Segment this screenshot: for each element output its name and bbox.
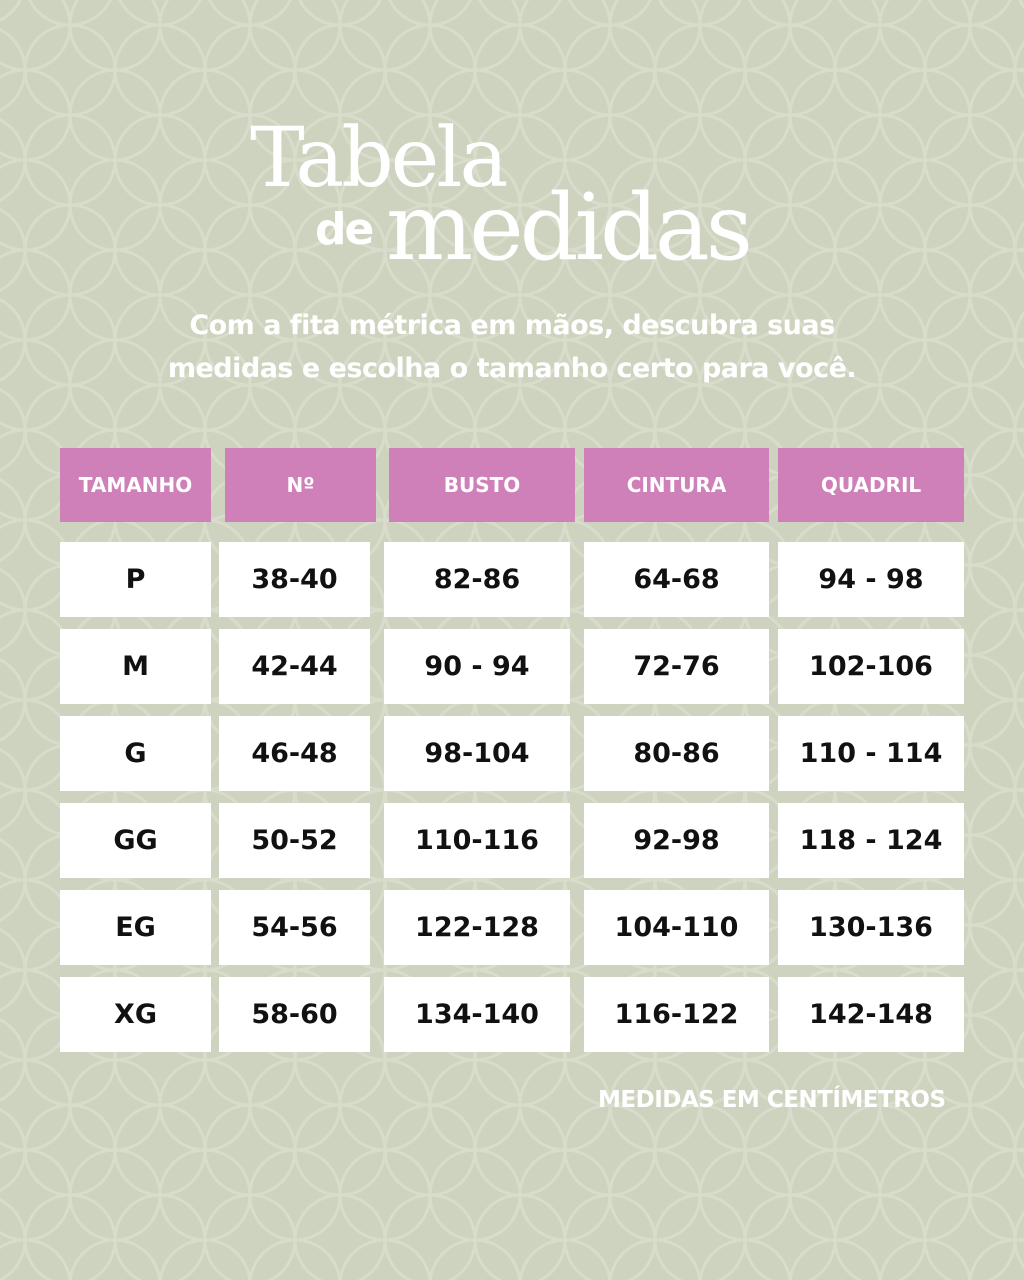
cell-numero: 54-56	[219, 890, 370, 965]
cell-tamanho: EG	[60, 890, 211, 965]
subtitle-line2: medidas e escolha o tamanho certo para v…	[167, 353, 857, 384]
title-line1: Tabela	[250, 111, 508, 206]
header-busto: BUSTO	[389, 448, 575, 522]
title-line2: medidas	[386, 174, 753, 281]
cell-busto: 122-128	[384, 890, 570, 965]
cell-numero: 38-40	[219, 542, 370, 617]
header-quadril: QUADRIL	[778, 448, 964, 522]
cell-numero: 58-60	[219, 977, 370, 1052]
header-numero: Nº	[225, 448, 376, 522]
cell-quadril: 130-136	[778, 890, 964, 965]
units-note: MEDIDAS EM CENTÍMETROS	[598, 1087, 946, 1113]
cell-cintura: 104-110	[584, 890, 769, 965]
cell-tamanho: P	[60, 542, 211, 617]
cell-quadril: 102-106	[778, 629, 964, 704]
cell-tamanho: G	[60, 716, 211, 791]
cell-busto: 98-104	[384, 716, 570, 791]
cell-quadril: 110 - 114	[778, 716, 964, 791]
cell-busto: 90 - 94	[384, 629, 570, 704]
cell-busto: 82-86	[384, 542, 570, 617]
cell-cintura: 116-122	[584, 977, 769, 1052]
subtitle: Com a fita métrica em mãos, descubra sua…	[0, 304, 1024, 390]
header-tamanho: TAMANHO	[60, 448, 211, 522]
cell-busto: 134-140	[384, 977, 570, 1052]
cell-cintura: 64-68	[584, 542, 769, 617]
cell-numero: 42-44	[219, 629, 370, 704]
title-de: de	[315, 204, 374, 255]
cell-numero: 46-48	[219, 716, 370, 791]
cell-quadril: 142-148	[778, 977, 964, 1052]
subtitle-line1: Com a fita métrica em mãos, descubra sua…	[189, 310, 835, 341]
cell-cintura: 80-86	[584, 716, 769, 791]
header-cintura: CINTURA	[584, 448, 769, 522]
cell-numero: 50-52	[219, 803, 370, 878]
cell-tamanho: XG	[60, 977, 211, 1052]
cell-quadril: 118 - 124	[778, 803, 964, 878]
cell-cintura: 92-98	[584, 803, 769, 878]
cell-busto: 110-116	[384, 803, 570, 878]
cell-quadril: 94 - 98	[778, 542, 964, 617]
cell-cintura: 72-76	[584, 629, 769, 704]
cell-tamanho: GG	[60, 803, 211, 878]
cell-tamanho: M	[60, 629, 211, 704]
